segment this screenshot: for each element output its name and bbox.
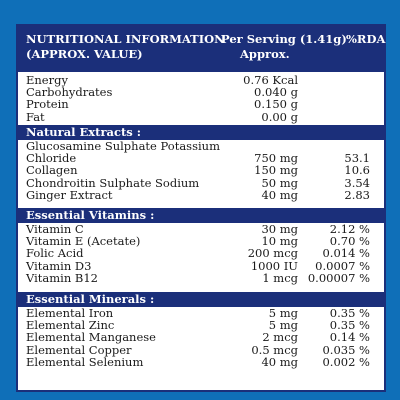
title-line-2: (APPROX. VALUE) — [26, 47, 143, 61]
nutrient-name: Glucosamine Sulphate Potassium Chloride — [26, 139, 220, 166]
nutrient-name: Ginger Extract — [26, 187, 113, 202]
table-row: Vitamin D3 1000 IU 0.0007 % — [18, 258, 384, 273]
serving-header: Per Serving (1.41g) — [221, 32, 347, 46]
section-title: Natural Extracts : — [18, 125, 384, 140]
nutrient-name: Vitamin B12 — [26, 270, 98, 285]
nutrient-rda: 0.35 % — [329, 306, 370, 320]
nutrient-name: Elemental Copper — [26, 342, 132, 357]
table-row: Ginger Extract 40 mg 2.83 — [18, 189, 384, 201]
nutrient-qty: 5 mg — [268, 306, 298, 320]
table-row: Folic Acid 200 mcg 0.014 % — [18, 247, 384, 259]
table-row: Elemental Zinc 5 mg 0.35 % — [18, 319, 384, 331]
nutrient-rda: 0.35 % — [329, 318, 370, 333]
nutrient-rda: 2.83 — [344, 187, 370, 202]
table-row: Vitamin B12 1 mcg 0.00007 % — [18, 272, 384, 284]
nutrient-qty: 0.76 Kcal — [243, 73, 298, 87]
nutrient-rda: 53.1 — [344, 151, 370, 166]
vitamins-section: Essential Vitamins : Vitamin C 30 mg 2.1… — [18, 208, 384, 284]
nutrient-qty: 30 mg — [261, 222, 298, 236]
nutrient-name: Carbohydrates — [26, 85, 113, 100]
nutrient-name: Vitamin D3 — [26, 258, 92, 273]
table-row: Energy 0.76 Kcal — [18, 74, 384, 86]
nutrient-name: Elemental Iron — [26, 306, 114, 320]
nutrient-name: Protein — [26, 97, 69, 112]
nutrient-name: Elemental Zinc — [26, 318, 115, 333]
nutrient-rda: 0.002 % — [322, 354, 370, 369]
nutrient-rda: 10.6 — [344, 163, 370, 178]
table-row: Vitamin E (Acetate) 10 mg 0.70 % — [18, 235, 384, 247]
title-line-1: NUTRITIONAL INFORMATION — [26, 32, 225, 46]
nutrient-qty: 1 mcg — [262, 270, 298, 285]
nutrient-qty: 2 mcg — [262, 330, 298, 345]
table-row: Elemental Selenium 40 mg 0.002 % — [18, 356, 384, 368]
nutrient-rda: 0.70 % — [329, 234, 370, 249]
nutrient-name: Vitamin C — [26, 222, 84, 236]
nutrient-name: Collagen — [26, 163, 78, 178]
nutrient-qty: 10 mg — [261, 234, 298, 249]
nutrient-name: Chondroitin Sulphate Sodium — [26, 175, 200, 190]
table-row: Collagen 150 mg 10.6 — [18, 164, 384, 176]
nutrient-name: Elemental Manganese — [26, 330, 156, 345]
nutrient-qty: 40 mg — [261, 187, 298, 202]
nutrient-name-line-1: Glucosamine Sulphate Potassium — [26, 139, 220, 153]
nutrient-qty: 0.150 g — [254, 97, 298, 112]
basic-section: Energy 0.76 Kcal Carbohydrates 0.040 g P… — [18, 74, 384, 123]
table-row: Vitamin C 30 mg 2.12 % — [18, 223, 384, 235]
minerals-section: Essential Minerals : Elemental Iron 5 mg… — [18, 292, 384, 368]
nutrient-qty: 150 mg — [254, 163, 298, 178]
nutrient-rda: 0.0007 % — [315, 258, 370, 273]
nutrient-name: Fat — [26, 109, 45, 124]
nutrient-qty: 0.00 g — [261, 109, 298, 124]
section-title: Essential Minerals : — [18, 292, 384, 307]
nutrient-name: Energy — [26, 73, 68, 87]
table-row: Carbohydrates 0.040 g — [18, 86, 384, 98]
nutrient-name: Vitamin E (Acetate) — [26, 234, 141, 249]
natural-extracts-section: Natural Extracts : Glucosamine Sulphate … — [18, 125, 384, 201]
nutrient-qty: 5 mg — [268, 318, 298, 333]
nutrient-qty: 0.040 g — [254, 85, 298, 100]
nutrient-qty: 750 mg — [254, 151, 298, 166]
table-row: Chondroitin Sulphate Sodium 50 mg 3.54 — [18, 175, 384, 190]
table-row: Elemental Copper 0.5 mcg 0.035 % — [18, 342, 384, 357]
nutrient-rda: 2.12 % — [329, 222, 370, 236]
table-row: Fat 0.00 g — [18, 109, 384, 124]
nutrient-qty: 40 mg — [261, 354, 298, 369]
nutrient-rda: 0.00007 % — [307, 270, 370, 285]
table-row: Protein 0.150 g — [18, 98, 384, 110]
table-row: Elemental Iron 5 mg 0.35 % — [18, 307, 384, 319]
nutrient-name: Folic Acid — [26, 246, 84, 261]
nutrient-name: Elemental Selenium — [26, 354, 144, 369]
nutrient-qty: 50 mg — [261, 175, 298, 190]
nutrient-rda: 0.014 % — [322, 246, 370, 261]
nutrition-panel: NUTRITIONAL INFORMATION (APPROX. VALUE) … — [16, 24, 386, 392]
nutrient-qty: 200 mcg — [247, 246, 298, 261]
table-header: NUTRITIONAL INFORMATION (APPROX. VALUE) … — [18, 26, 386, 72]
nutrient-qty: 0.5 mcg — [251, 342, 298, 357]
table-row: Glucosamine Sulphate Potassium Chloride … — [18, 139, 384, 166]
nutrient-rda: 0.14 % — [329, 330, 370, 345]
nutrient-rda: 0.035 % — [322, 342, 370, 357]
nutrient-rda: 3.54 — [344, 175, 370, 190]
approx-header: Approx. — [240, 47, 290, 61]
nutrient-name-line-2: Chloride — [26, 151, 77, 166]
nutrient-qty: 1000 IU — [250, 258, 298, 273]
rda-header: %RDA — [346, 32, 386, 46]
table-row: Elemental Manganese 2 mcg 0.14 % — [18, 331, 384, 343]
section-title: Essential Vitamins : — [18, 208, 384, 223]
